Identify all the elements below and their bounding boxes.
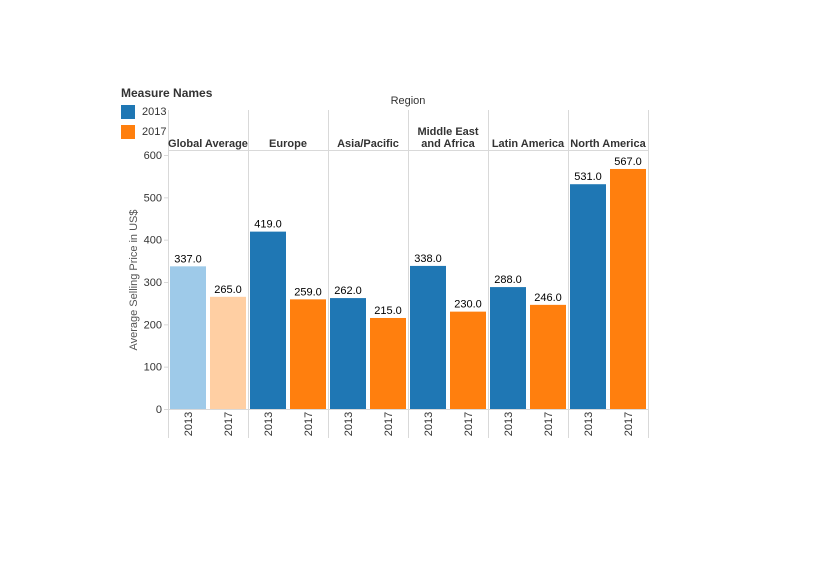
- bar-2017: [290, 299, 326, 409]
- bar-2013: [410, 265, 446, 409]
- x-tick-label: 2017: [463, 412, 475, 436]
- x-tick-label: 2017: [223, 412, 235, 436]
- y-tick-label: 0: [156, 404, 162, 416]
- y-tick-label: 500: [144, 192, 162, 204]
- data-label: 259.0: [294, 286, 322, 298]
- legend-title: Measure Names: [121, 86, 213, 100]
- data-label: 262.0: [334, 285, 362, 297]
- data-label: 265.0: [214, 284, 242, 296]
- region-header: Global Average: [168, 138, 248, 150]
- x-tick-label: 2013: [503, 412, 515, 436]
- legend-swatch-2013: [121, 105, 135, 119]
- bar-2013: [570, 184, 606, 409]
- bar-2017: [210, 296, 246, 409]
- data-label: 338.0: [414, 253, 442, 265]
- legend-label-2013: 2013: [142, 106, 167, 118]
- y-axis-title: Average Selling Price in US$: [128, 209, 140, 350]
- y-tick-label: 400: [144, 235, 162, 247]
- bar-2013: [170, 266, 206, 409]
- legend-item-2017[interactable]: 2017: [121, 122, 212, 142]
- y-tick-label: 300: [144, 277, 162, 289]
- y-tick-label: 100: [144, 362, 162, 374]
- x-tick-label: 2013: [343, 412, 355, 436]
- legend-item-2013[interactable]: 2013: [121, 102, 212, 122]
- bar-2013: [490, 287, 526, 409]
- legend-label-2017: 2017: [142, 126, 167, 138]
- y-tick-label: 200: [144, 319, 162, 331]
- bar-2013: [330, 298, 366, 409]
- x-tick-label: 2013: [423, 412, 435, 436]
- bar-2013: [250, 231, 286, 409]
- region-header: North America: [570, 138, 646, 150]
- data-label: 215.0: [374, 305, 402, 317]
- region-header-line-1: Middle East: [417, 126, 478, 138]
- x-tick-label: 2017: [543, 412, 555, 436]
- bar-2017: [530, 304, 566, 409]
- region-header: Latin America: [492, 138, 565, 150]
- y-tick-label: 600: [144, 150, 162, 162]
- data-label: 288.0: [494, 274, 522, 286]
- data-label: 337.0: [174, 253, 202, 265]
- data-label: 230.0: [454, 299, 482, 311]
- x-tick-label: 2017: [303, 412, 315, 436]
- data-label: 246.0: [534, 292, 562, 304]
- legend: Measure Names 2013 2017: [121, 86, 212, 142]
- data-label: 531.0: [574, 171, 602, 183]
- column-header-title: Region: [391, 95, 426, 107]
- bar-2017: [370, 317, 406, 409]
- x-tick-label: 2017: [383, 412, 395, 436]
- x-tick-label: 2013: [183, 412, 195, 436]
- legend-swatch-2017: [121, 125, 135, 139]
- x-tick-label: 2017: [623, 412, 635, 436]
- data-label: 419.0: [254, 219, 282, 231]
- bar-2017: [450, 311, 486, 409]
- data-label: 567.0: [614, 156, 642, 168]
- region-header: Europe: [269, 138, 307, 150]
- x-tick-label: 2013: [263, 412, 275, 436]
- region-header: Asia/Pacific: [337, 138, 399, 150]
- region-header-line-2: and Africa: [421, 138, 475, 150]
- bar-2017: [610, 168, 646, 409]
- x-tick-label: 2013: [583, 412, 595, 436]
